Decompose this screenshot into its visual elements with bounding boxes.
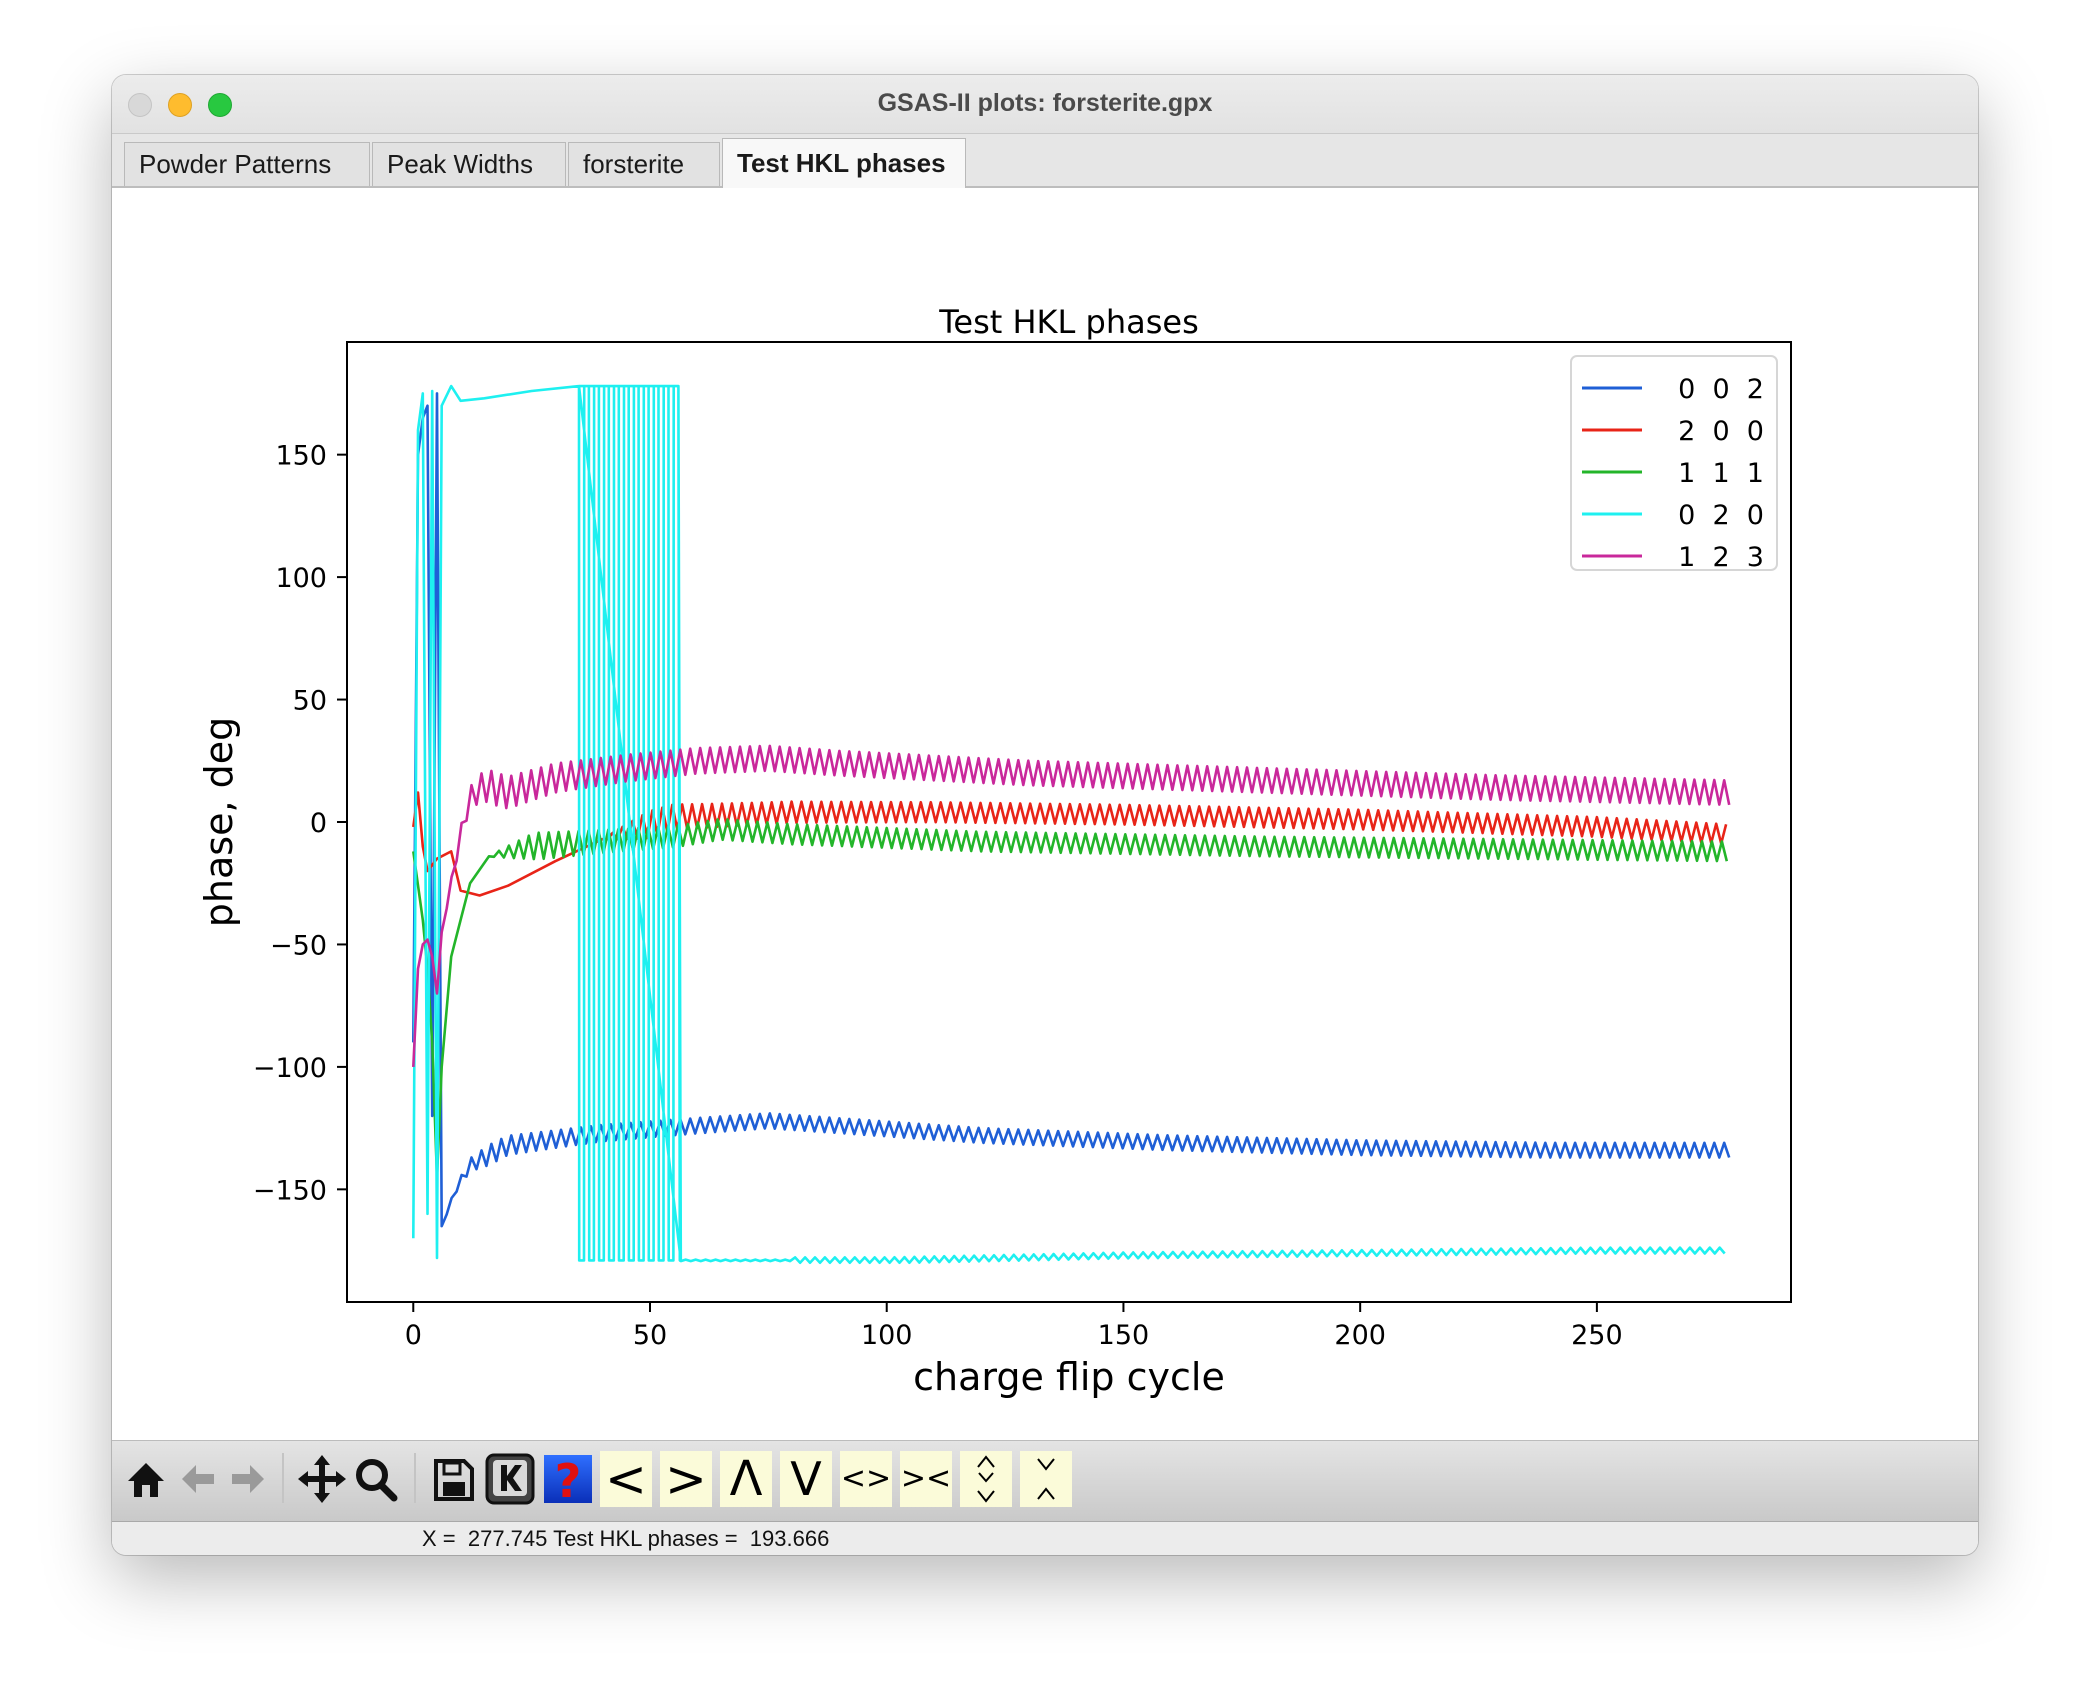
- plot-lines-group: [412, 384, 1731, 1265]
- toolbar-separator: [282, 1453, 284, 1503]
- save-disk-icon: [434, 1459, 474, 1501]
- home-icon: [128, 1463, 164, 1497]
- back-arrow-icon: [182, 1465, 214, 1493]
- expand-x-button[interactable]: <>: [840, 1451, 892, 1507]
- legend-box: [1570, 355, 1778, 571]
- pan-move-icon: [298, 1455, 346, 1503]
- svg-text:?: ?: [555, 1454, 582, 1507]
- tab-test-hkl-phases[interactable]: Test HKL phases: [722, 138, 966, 188]
- tab-powder-patterns[interactable]: Powder Patterns: [124, 142, 370, 186]
- legend-label-3: 0 2 0: [1678, 500, 1764, 531]
- zoom-button[interactable]: [352, 1451, 400, 1507]
- plot-tab-bar: Powder Patterns Peak Widths forsterite T…: [112, 134, 1978, 188]
- legend: 0 0 2 2 0 0 1 1 1 0 2 0 1 2 3: [1570, 355, 1778, 573]
- y-tick-label: 0: [310, 808, 327, 839]
- shift-down-button[interactable]: V: [780, 1451, 832, 1507]
- x-tick-label: 150: [1098, 1320, 1150, 1351]
- y-axis-label: phase, deg: [197, 717, 241, 927]
- y-tick-label: 100: [275, 563, 327, 594]
- contract-x-button[interactable]: ><: [900, 1451, 952, 1507]
- x-tick-label: 50: [633, 1320, 667, 1351]
- legend-label-0: 0 0 2: [1678, 374, 1764, 405]
- y-tick-label: −100: [253, 1053, 327, 1084]
- legend-label-2: 1 1 1: [1678, 458, 1764, 489]
- close-window-button[interactable]: [128, 93, 152, 117]
- minimize-window-button[interactable]: [168, 93, 192, 117]
- toolbar-separator: [414, 1453, 416, 1503]
- series-line-1: [412, 791, 1728, 897]
- x-tick-label: 100: [861, 1320, 913, 1351]
- expand-y-button[interactable]: [960, 1451, 1012, 1507]
- x-ticks-group: 0 50 100 150 200 250: [405, 1302, 1623, 1351]
- title-bar[interactable]: GSAS-II plots: forsterite.gpx: [112, 75, 1978, 134]
- pan-button[interactable]: [296, 1451, 348, 1507]
- contract-y-icon: [1037, 1458, 1055, 1500]
- status-bar: X = 277.745 Test HKL phases = 193.666: [112, 1522, 1978, 1555]
- series-line-3: [412, 384, 1726, 1265]
- y-tick-label: 150: [275, 441, 327, 472]
- y-tick-label: −50: [270, 930, 327, 961]
- x-tick-label: 0: [405, 1320, 422, 1351]
- back-button[interactable]: [176, 1451, 220, 1507]
- y-ticks-group: −150 −100 −50 0 50 100 150: [253, 441, 347, 1206]
- chart-title: Test HKL phases: [938, 303, 1198, 341]
- navigation-toolbar: ? < > Λ V <> ><: [112, 1440, 1978, 1523]
- forward-button[interactable]: [226, 1451, 270, 1507]
- phase-chart[interactable]: 0 50 100 150 200 250 −150 −100 −50 0 50 100 150 Tes…: [112, 188, 1978, 1440]
- plot-canvas-area[interactable]: 0 50 100 150 200 250 −150 −100 −50 0 50 100 150 Tes…: [112, 188, 1978, 1440]
- shift-left-button[interactable]: <: [600, 1451, 652, 1507]
- cursor-position-readout: X = 277.745 Test HKL phases = 193.666: [422, 1526, 830, 1551]
- keyboard-shortcuts-button[interactable]: [484, 1451, 536, 1507]
- tab-forsterite[interactable]: forsterite: [568, 142, 720, 186]
- zoom-window-button[interactable]: [208, 93, 232, 117]
- legend-label-4: 1 2 3: [1678, 542, 1764, 573]
- zoom-magnifier-icon: [356, 1459, 398, 1502]
- y-tick-label: −150: [253, 1175, 327, 1206]
- x-tick-label: 250: [1571, 1320, 1623, 1351]
- help-button[interactable]: ?: [542, 1451, 594, 1507]
- series-line-4: [412, 744, 1731, 1067]
- tab-peak-widths[interactable]: Peak Widths: [372, 142, 566, 186]
- contract-y-button[interactable]: [1020, 1451, 1072, 1507]
- shift-up-button[interactable]: Λ: [720, 1451, 772, 1507]
- y-tick-label: 50: [293, 686, 327, 717]
- window-title: GSAS-II plots: forsterite.gpx: [877, 89, 1213, 117]
- expand-y-icon: [977, 1455, 995, 1503]
- help-question-icon: ?: [544, 1454, 592, 1507]
- keyboard-k-icon: [485, 1453, 535, 1505]
- series-line-0: [412, 392, 1731, 1228]
- save-button[interactable]: [428, 1451, 478, 1507]
- gsas-plot-window: GSAS-II plots: forsterite.gpx Powder Pat…: [112, 75, 1978, 1555]
- x-tick-label: 200: [1334, 1320, 1386, 1351]
- legend-label-1: 2 0 0: [1678, 416, 1764, 447]
- x-axis-label: charge flip cycle: [913, 1355, 1225, 1399]
- forward-arrow-icon: [232, 1465, 264, 1493]
- shift-right-button[interactable]: >: [660, 1451, 712, 1507]
- home-button[interactable]: [122, 1451, 170, 1507]
